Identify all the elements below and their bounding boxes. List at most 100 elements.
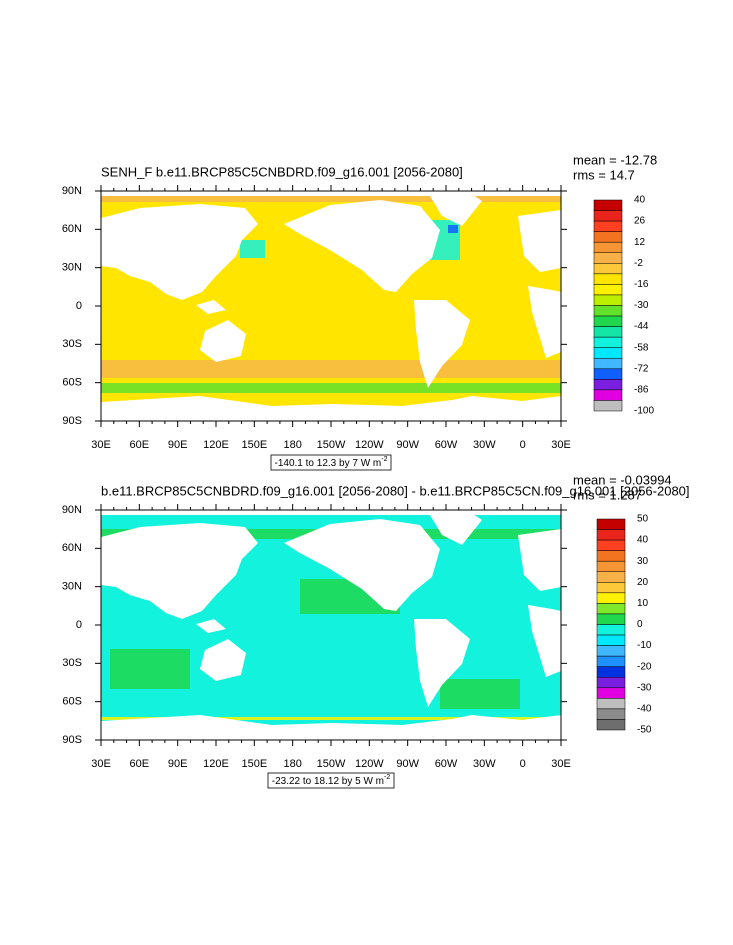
colorbar-label: 40	[634, 195, 646, 206]
colorbar-box	[593, 241, 623, 253]
lon-label: 150E	[241, 758, 267, 770]
colorbar-box	[596, 592, 626, 604]
colorbar-box	[593, 358, 623, 370]
lon-label: 150W	[317, 758, 346, 770]
colorbar-box	[596, 571, 626, 583]
colorbar-label: -86	[634, 385, 649, 396]
lon-label: 30W	[473, 439, 496, 451]
colorbar-label: -40	[637, 704, 652, 715]
lat-label: 30N	[62, 262, 82, 274]
rms-stat: rms = 14.7	[573, 167, 635, 182]
colorbar-box	[596, 603, 626, 615]
lon-label: 90E	[168, 439, 188, 451]
map-panel: b.e11.BRCP85C5CNBDRD.f09_g16.001 [2056-2…	[62, 472, 690, 789]
colorbar-box	[593, 326, 623, 338]
colorbar-box	[593, 315, 623, 327]
units-exponent: -2	[384, 774, 390, 781]
colorbar-box	[593, 389, 623, 401]
mean-stat: mean = -12.78	[573, 152, 657, 167]
map-panel: SENH_F b.e11.BRCP85C5CNBDRD.f09_g16.001 …	[62, 152, 657, 471]
colorbar-box	[593, 231, 623, 243]
colorbar-label: -30	[637, 682, 652, 693]
colorbar-box	[593, 368, 623, 380]
info-box	[270, 454, 392, 471]
colorbar-label: -2	[634, 258, 643, 269]
colorbar-label: -20	[637, 661, 652, 672]
colorbar-box	[593, 220, 623, 232]
lon-label: 30W	[473, 758, 496, 770]
lon-label: 60E	[130, 758, 150, 770]
lat-label: 90N	[62, 185, 82, 197]
colorbar-label: 20	[637, 577, 649, 588]
field-patch	[101, 717, 561, 720]
lon-label: 90W	[396, 758, 419, 770]
lon-label: 60W	[435, 758, 458, 770]
lon-label: 180	[283, 758, 301, 770]
rms-stat: rms = 1.287	[573, 487, 642, 502]
lon-label: 150E	[241, 439, 267, 451]
colorbar-box	[593, 336, 623, 348]
colorbar-label: -44	[634, 321, 649, 332]
colorbar-box	[596, 560, 626, 573]
colorbar-box	[596, 719, 626, 731]
colorbar-box	[596, 582, 626, 594]
colorbar-box	[596, 539, 626, 551]
colorbar-box	[593, 294, 623, 306]
lon-label: 30E	[91, 439, 111, 451]
lon-label: 0	[520, 439, 526, 451]
colorbar-box	[596, 687, 626, 699]
colorbar-box	[596, 698, 626, 710]
lat-label: 60N	[62, 542, 82, 554]
panel-title: SENH_F b.e11.BRCP85C5CNBDRD.f09_g16.001 …	[101, 164, 463, 179]
colorbar-box	[596, 613, 626, 625]
colorbar-box	[596, 655, 626, 667]
lon-label: 30E	[551, 758, 571, 770]
lat-label: 30N	[62, 581, 82, 593]
lat-label: 90S	[62, 415, 82, 427]
lon-label: 180	[283, 439, 301, 451]
lat-label: 60S	[62, 696, 82, 708]
field-patch	[101, 383, 561, 393]
field-patch	[240, 240, 265, 258]
lon-label: 60E	[130, 439, 150, 451]
lon-label: 60W	[435, 439, 458, 451]
lat-label: 60S	[62, 377, 82, 389]
contour-info: -140.1 to 12.3 by 7 W m-2	[275, 456, 388, 469]
colorbar-label: -50	[637, 725, 652, 736]
colorbar-label: 10	[637, 598, 649, 609]
colorbar-box	[596, 550, 626, 562]
colorbar-label: 50	[637, 514, 649, 525]
colorbar-box	[596, 708, 626, 720]
colorbar-box	[593, 400, 623, 412]
units-exponent: -2	[381, 456, 387, 463]
colorbar-box	[593, 379, 623, 391]
field-patch	[110, 649, 190, 689]
panels: SENH_F b.e11.BRCP85C5CNBDRD.f09_g16.001 …	[62, 152, 690, 789]
colorbar-label: 26	[634, 216, 646, 227]
colorbar-label: 0	[637, 619, 643, 630]
colorbar-label: -58	[634, 342, 649, 353]
colorbar-label: -100	[634, 406, 654, 417]
lon-label: 120W	[355, 439, 384, 451]
colorbar-box	[596, 634, 626, 646]
colorbar-label: 30	[637, 556, 649, 567]
field-patch	[448, 225, 458, 233]
panel-title: b.e11.BRCP85C5CNBDRD.f09_g16.001 [2056-2…	[101, 483, 690, 498]
lat-label: 0	[76, 300, 82, 312]
lon-label: 90E	[168, 758, 188, 770]
contour-range: -140.1 to 12.3 by 7 W m	[275, 458, 382, 469]
lon-label: 30E	[551, 439, 571, 451]
colorbar-box	[593, 252, 623, 264]
field-patch	[101, 360, 561, 378]
colorbar-box	[596, 518, 626, 530]
lat-label: 0	[76, 619, 82, 631]
colorbar-box	[593, 263, 623, 275]
colorbar-label: -30	[634, 300, 649, 311]
colorbar-label: 40	[637, 535, 649, 546]
lon-label: 30E	[91, 758, 111, 770]
info-box	[267, 772, 395, 789]
lon-label: 90W	[396, 439, 419, 451]
colorbar-box	[593, 199, 623, 211]
colorbar-box	[593, 347, 623, 359]
